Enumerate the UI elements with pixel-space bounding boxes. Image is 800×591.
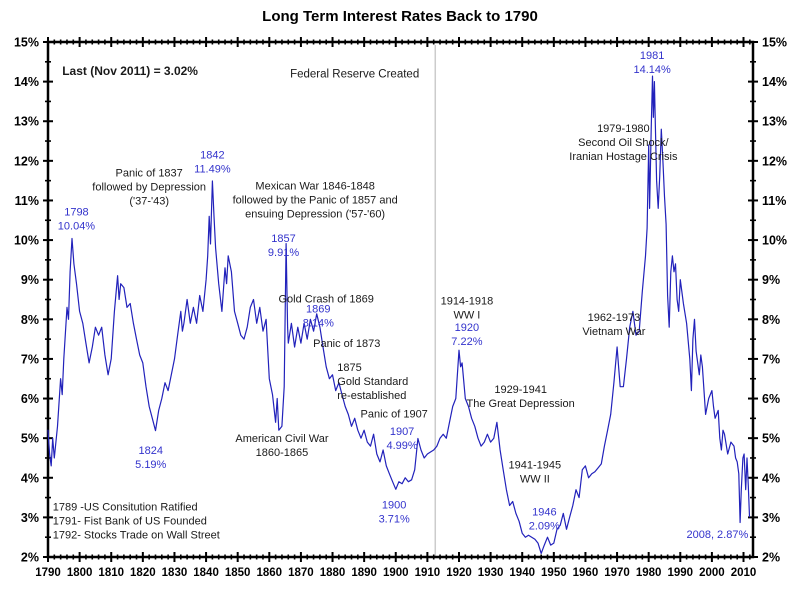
y-axis-label-right: 12% [762, 154, 787, 168]
y-axis-label-right: 2% [762, 551, 780, 565]
y-axis-label-right: 10% [762, 234, 787, 248]
y-axis-label-left: 3% [21, 511, 39, 525]
annotation-1907-value: 1907 4.99% [386, 426, 417, 452]
annotation-wwi: 1914-1918 WW I [441, 295, 494, 321]
x-axis-label: 1850 [225, 567, 251, 579]
chart-title: Long Term Interest Rates Back to 1790 [262, 8, 538, 25]
y-axis-label-left: 4% [21, 471, 39, 485]
annotation-1824-low: 1824 5.19% [135, 445, 166, 471]
x-axis-label: 1960 [573, 567, 599, 579]
annotation-oil-shock: 1979-1980 Second Oil Shock/Iranian Hostag… [569, 123, 678, 163]
y-axis-label-right: 7% [762, 352, 780, 366]
y-axis-label-left: 8% [21, 313, 39, 327]
x-axis-label: 1890 [351, 567, 377, 579]
annotation-founding-events: 1789 -US Consitution Ratified 1791- Fist … [53, 501, 220, 541]
annotation-1900-low: 1900 3.71% [379, 500, 410, 526]
x-axis-label: 1970 [604, 567, 630, 579]
annotation-gold-standard-1875: 1875 Gold Standard re-established [337, 362, 408, 402]
annotation-1869-value: 1869 8.14% [303, 304, 334, 330]
annotation-wwii: 1941-1945 WW II [509, 459, 562, 485]
x-axis-label: 1900 [383, 567, 409, 579]
y-axis-label-right: 3% [762, 511, 780, 525]
y-axis-label-right: 14% [762, 75, 787, 89]
annotation-panic-1837: Panic of 1837 followed by Depression ('37-… [92, 168, 206, 208]
annotation-panic-1873: Panic of 1873 [313, 338, 380, 350]
annotation-1920-value: 1920 7.22% [451, 322, 482, 348]
annotation-1842-peak: 1842 11.49% [194, 150, 231, 176]
y-axis-label-left: 2% [21, 551, 39, 565]
x-axis-label: 1840 [193, 567, 219, 579]
annotation-fed-created: Federal Reserve Created [290, 69, 419, 81]
x-axis-label: 1800 [67, 567, 93, 579]
y-axis-label-left: 5% [21, 432, 39, 446]
x-axis-label: 1860 [257, 567, 283, 579]
annotation-1798-peak: 1798 10.04% [58, 207, 96, 233]
x-axis-label: 1870 [288, 567, 314, 579]
y-axis-label-left: 10% [14, 234, 39, 248]
y-axis-label-right: 8% [762, 313, 780, 327]
x-axis-label: 1880 [320, 567, 346, 579]
x-axis-label: 1820 [130, 567, 156, 579]
y-axis-label-right: 6% [762, 392, 780, 406]
y-axis-label-left: 9% [21, 273, 39, 287]
x-axis-label: 1790 [35, 567, 61, 579]
y-axis-label-left: 12% [14, 154, 39, 168]
annotation-vietnam-war: 1962-1973 Vietnam War [582, 312, 645, 338]
annotation-panic-1907: Panic of 1907 [361, 409, 428, 421]
plot-frame [46, 40, 755, 559]
y-axis-label-right: 4% [762, 471, 780, 485]
annotation-1946-low: 1946 2.09% [529, 506, 560, 532]
annotation-1857-spike: 1857 9.91% [268, 233, 299, 259]
annotation-last-value: Last (Nov 2011) = 3.02% [62, 64, 198, 78]
annotation-mexican-war: Mexican War 1846-1848 followed by the Pan… [233, 180, 398, 220]
x-axis-label: 1910 [415, 567, 441, 579]
y-axis-label-right: 11% [762, 194, 786, 208]
x-axis-label: 1990 [667, 567, 693, 579]
annotation-2008-low: 2008, 2.87% [686, 529, 748, 541]
y-axis-label-left: 11% [15, 194, 39, 208]
y-axis-label-right: 15% [762, 36, 787, 50]
y-axis-label-right: 13% [762, 115, 787, 129]
x-axis-label: 1830 [162, 567, 188, 579]
x-axis-label: 2000 [699, 567, 725, 579]
y-axis-label-left: 6% [21, 392, 39, 406]
y-axis-label-right: 5% [762, 432, 780, 446]
rate-line-series [47, 75, 751, 555]
y-axis-label-right: 9% [762, 273, 780, 287]
x-axis-label: 1930 [478, 567, 504, 579]
annotation-gold-crash-1869: Gold Crash of 1869 [279, 293, 374, 305]
y-axis-label-left: 14% [14, 75, 39, 89]
x-axis-label: 1950 [541, 567, 567, 579]
x-axis-label: 1940 [509, 567, 535, 579]
x-axis-label: 2010 [731, 567, 757, 579]
annotation-civil-war: American Civil War 1860-1865 [235, 433, 328, 459]
x-axis-label: 1810 [98, 567, 124, 579]
annotation-great-depression: 1929-1941 The Great Depression [467, 384, 575, 410]
y-axis-label-left: 13% [14, 115, 39, 129]
x-axis-label: 1980 [636, 567, 662, 579]
y-axis-label-left: 15% [14, 36, 39, 50]
x-axis-label: 1920 [446, 567, 472, 579]
y-axis-label-left: 7% [21, 352, 39, 366]
annotation-1981-peak: 1981 14.14% [633, 50, 671, 76]
